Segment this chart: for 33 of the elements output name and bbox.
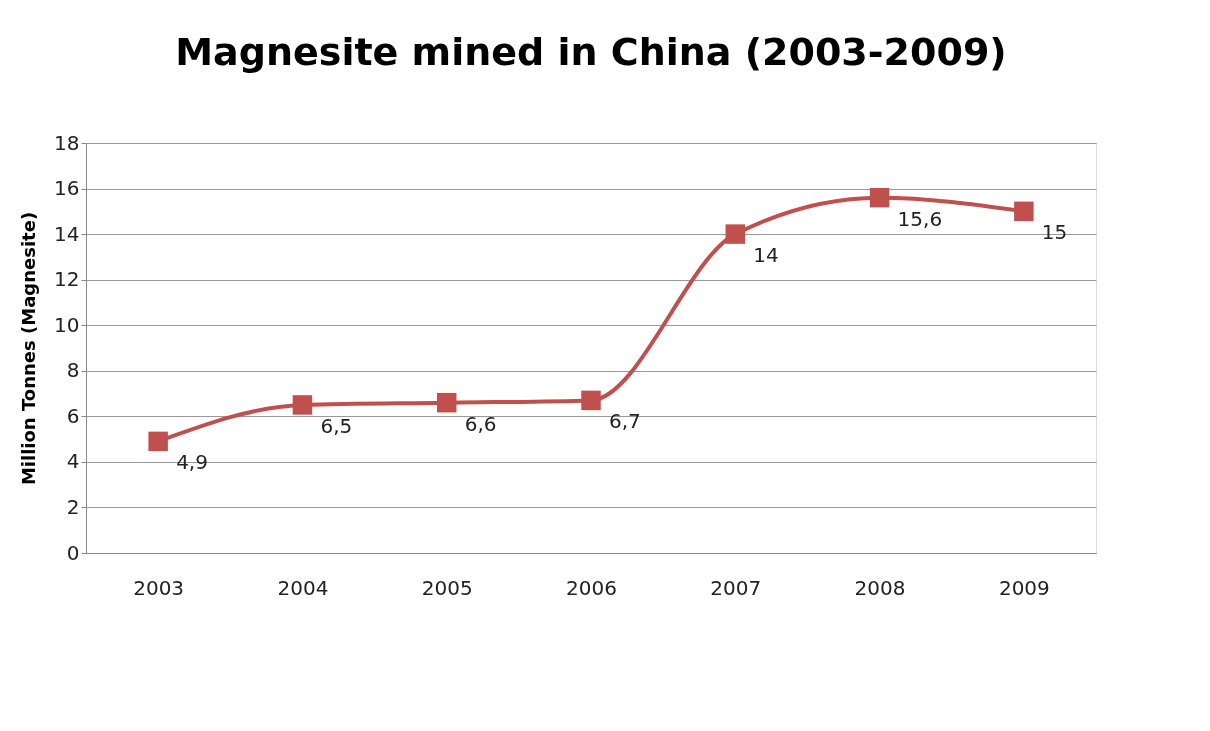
- x-tick-label: 2004: [277, 575, 329, 600]
- data-label: 4,9: [176, 450, 208, 475]
- y-tick-label: 16: [54, 176, 80, 201]
- x-tick-label: 2005: [421, 575, 473, 600]
- x-tick-label: 2003: [133, 575, 185, 600]
- data-label: 6,6: [464, 411, 497, 436]
- y-tick-label: 0: [66, 540, 80, 565]
- y-tick-label: 6: [66, 403, 80, 428]
- data-label: 15,6: [897, 206, 943, 231]
- y-tick-label: 8: [66, 358, 80, 383]
- data-label: 6,5: [320, 413, 353, 438]
- point: [869, 187, 890, 208]
- point: [148, 431, 168, 452]
- data-label: 6,7: [609, 409, 641, 434]
- point: [292, 395, 313, 415]
- data-label: 15: [1041, 220, 1068, 245]
- point: [581, 390, 601, 411]
- x-tick-label: 2008: [854, 575, 906, 600]
- point: [725, 224, 746, 244]
- data-label: 14: [753, 243, 779, 268]
- x-tick-label: 2007: [710, 575, 762, 600]
- y-tick-label: 14: [54, 221, 80, 246]
- x-tick-label: 2009: [998, 575, 1050, 600]
- x-tick-label: 2006: [566, 575, 617, 600]
- y-tick-label: 2: [66, 494, 80, 519]
- point: [436, 392, 457, 413]
- point: [1014, 201, 1034, 222]
- y-axis-title: Million Tonnes (Magnesite): [18, 211, 40, 486]
- y-tick-label: 18: [54, 130, 80, 155]
- chart-title: Magnesite mined in China (2003-2009): [175, 30, 1007, 74]
- y-tick-label: 4: [66, 449, 80, 474]
- y-tick-label: 10: [54, 312, 80, 337]
- y-tick-label: 12: [54, 267, 80, 292]
